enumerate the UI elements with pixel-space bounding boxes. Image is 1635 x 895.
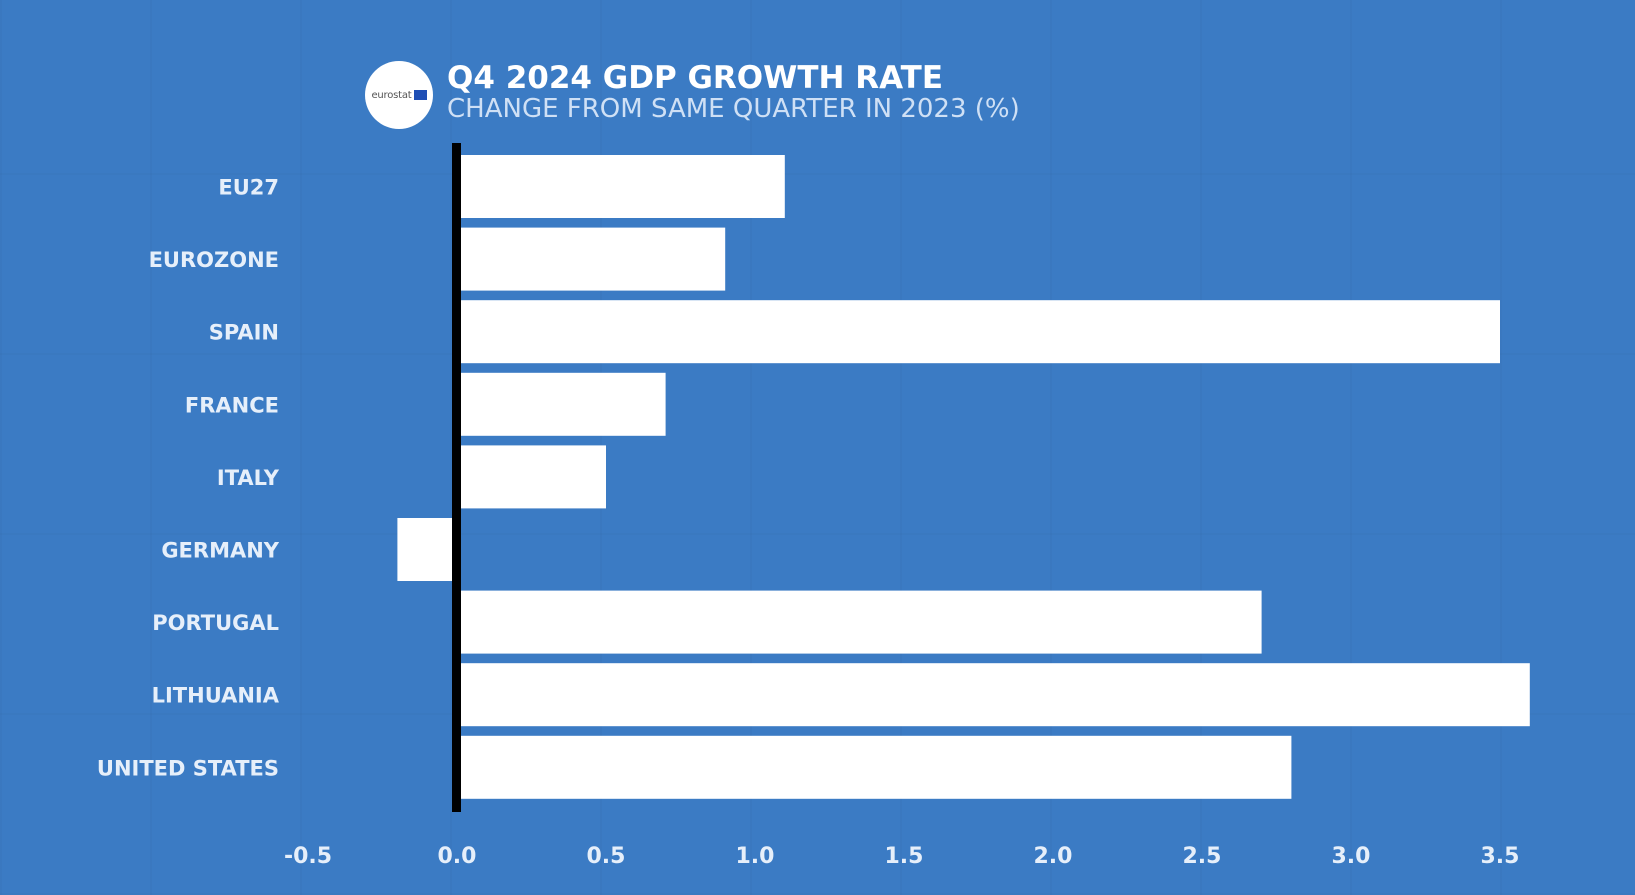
category-label: EU27 bbox=[218, 176, 279, 200]
category-label: FRANCE bbox=[185, 393, 279, 417]
x-tick-label: 0.0 bbox=[438, 844, 477, 869]
x-tick-label: 1.5 bbox=[885, 844, 924, 869]
eurostat-logo: eurostat bbox=[365, 61, 433, 129]
category-label: GERMANY bbox=[161, 539, 279, 563]
zero-axis-line bbox=[452, 143, 461, 812]
category-label: EUROZONE bbox=[149, 248, 279, 272]
x-tick-label: 2.0 bbox=[1034, 844, 1073, 869]
bar-united-states bbox=[461, 735, 1292, 799]
category-label: SPAIN bbox=[209, 321, 279, 345]
category-label: LITHUANIA bbox=[152, 684, 280, 708]
bar-eurozone bbox=[461, 227, 726, 291]
bar-italy bbox=[461, 445, 606, 509]
x-tick-label: 1.0 bbox=[736, 844, 775, 869]
x-tick-label: 2.5 bbox=[1183, 844, 1222, 869]
bar-france bbox=[461, 372, 666, 436]
bar-eu27 bbox=[461, 155, 785, 218]
x-tick-label: 3.0 bbox=[1332, 844, 1371, 869]
category-label: ITALY bbox=[217, 466, 280, 490]
eu-flag-icon bbox=[413, 90, 427, 100]
x-tick-label: 3.5 bbox=[1481, 844, 1520, 869]
bar-germany bbox=[397, 518, 453, 581]
chart-title: Q4 2024 GDP GROWTH RATE bbox=[447, 60, 943, 96]
category-label: PORTUGAL bbox=[152, 611, 279, 635]
category-label: UNITED STATES bbox=[97, 756, 279, 780]
bar-spain bbox=[461, 300, 1500, 364]
bar-portugal bbox=[461, 590, 1262, 654]
x-tick-label: 0.5 bbox=[587, 844, 626, 869]
bar-lithuania bbox=[461, 663, 1530, 727]
logo-text: eurostat bbox=[371, 89, 412, 101]
chart-subtitle: CHANGE FROM SAME QUARTER IN 2023 (%) bbox=[447, 94, 1020, 124]
x-tick-label: -0.5 bbox=[284, 844, 332, 869]
